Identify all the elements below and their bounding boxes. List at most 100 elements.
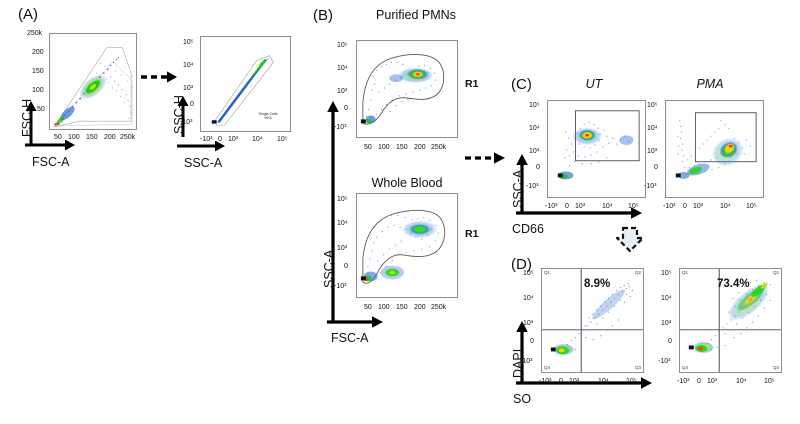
plot-pma-cd66-vs-ssc-a[interactable] [665,100,764,198]
plot-so-vs-dapi-ut[interactable] [541,268,644,373]
xtick-d2-0: -10³ [677,378,690,385]
axis-arrow-ssc-h [176,95,190,137]
xtick-c1-1: 0 [565,203,569,210]
xtick-c1-0: -10³ [545,203,558,210]
xtick-b2-0: 50 [364,304,372,311]
plot-so-vs-dapi-pma[interactable] [679,268,782,373]
axis-label-fsc-h: FSC-H [20,98,34,137]
gate-label-r1-purified: R1 [465,78,479,90]
xtick-c1-2: 10³ [575,203,586,210]
xtick-a2-0: -10³ [200,136,213,143]
xtick-b2-4: 250k [431,304,447,311]
axis-label-fsc-a-panel-b: FSC-A [331,331,369,345]
axis-arrow-ssc-a-panel-c [515,153,529,213]
plot-purified-pmns[interactable] [356,40,458,138]
ytick-d1-1: 10⁴ [523,295,534,302]
percent-label-ut: 8.9% [584,278,611,290]
plot-title-pma: PMA [696,77,724,91]
panel-label-c: (C) [511,76,532,93]
ytick-c1-2: 10³ [529,148,540,155]
xtick-a2-3: 10⁴ [252,136,263,143]
arrow-b-to-c [464,151,506,165]
ytick-b2-4: -10³ [334,283,347,290]
panel-label-a: (A) [18,6,38,23]
xtick-a2-4: 10⁵ [277,136,288,143]
axis-arrow-ssc-a [176,140,226,155]
gate-percent-single-cells: 99.8 [264,116,272,121]
xtick-b2-1: 100 [378,304,390,311]
ytick-a2-4: -10³ [180,119,193,126]
plot-ut-cd66-vs-ssc-a[interactable] [547,100,646,198]
plot-whole-blood[interactable] [356,193,458,298]
quadrant-label-q3-right: Q3 [773,365,780,370]
arrow-a1-to-a2 [140,70,178,84]
xtick-c2-0: -10³ [663,203,676,210]
ytick-c1-1: 10⁴ [529,125,540,132]
ytick-a2-1: 10⁴ [183,62,194,69]
axis-label-ssc-h: SSC-H [172,95,186,134]
xtick-d2-3: 10⁴ [736,378,747,385]
ytick-b2-2: 10³ [337,245,348,252]
ytick-b1-4: -10³ [334,124,347,131]
quadrant-label-q2-right: Q2 [773,270,780,275]
plot-ssc-a-vs-ssc-h[interactable] [200,36,291,132]
xtick-b1-4: 250k [431,144,447,151]
ytick-d2-0: 10⁵ [661,270,672,277]
quadrant-label-q2-left: Q2 [635,270,642,275]
quadrant-label-q4-right: Q4 [682,365,689,370]
ytick-d1-3: 0 [530,338,534,345]
arrow-c-to-d [614,226,646,253]
xtick-b2-3: 200 [414,304,426,311]
ytick-d1-4: -10³ [520,358,533,365]
axis-arrow-ssc-a-panel-b [326,100,340,322]
ytick-a1-4: 50 [37,106,45,113]
ytick-c2-4: -10³ [644,183,657,190]
xtick-b1-1: 100 [378,144,390,151]
axis-arrow-dapi [515,320,529,382]
ytick-a2-0: 10⁵ [183,39,194,46]
xtick-c2-4: 10⁵ [746,203,757,210]
plot-fsc-a-vs-fsc-h[interactable] [49,33,137,130]
ytick-b1-3: 0 [344,105,348,112]
ytick-b2-1: 10⁴ [337,220,348,227]
axis-arrow-fsc-a [24,139,76,154]
axis-label-ssc-a-panel-b: SSC-A [322,249,336,288]
panel-label-d: (D) [511,256,532,273]
xtick-c1-3: 10⁴ [602,203,613,210]
quadrant-label-q1-left: Q1 [544,270,551,275]
xtick-a1-4: 250k [120,134,136,141]
ytick-d1-2: 10³ [523,320,534,327]
gate-label-single-cells: Single Cells [258,112,278,116]
ytick-b2-0: 10⁵ [337,196,348,203]
ytick-c2-0: 10⁵ [647,102,658,109]
axis-label-so: SO [513,392,532,406]
xtick-c2-1: 0 [683,203,687,210]
axis-arrow-so [515,377,653,391]
xtick-d2-1: 0 [697,378,701,385]
ytick-d2-4: -10³ [658,358,671,365]
xtick-a1-2: 150 [86,134,98,141]
ytick-b1-0: 10⁵ [337,42,348,49]
xtick-c2-3: 10⁴ [720,203,731,210]
xtick-a2-2: 10³ [228,136,239,143]
ytick-d2-1: 10⁴ [661,295,672,302]
axis-arrow-fsc-h [24,100,38,144]
xtick-a2-1: 0 [218,136,222,143]
ytick-c1-4: -10³ [526,183,539,190]
ytick-b1-2: 10³ [337,88,348,95]
quadrant-label-q4-left: Q4 [544,365,551,370]
axis-label-ssc-a: SSC-A [184,156,223,170]
ytick-b2-3: 0 [344,263,348,270]
ytick-c2-3: 0 [654,164,658,171]
gate-label-r1-whole-blood: R1 [465,228,479,240]
ytick-d2-3: 0 [668,338,672,345]
percent-label-pma: 73.4% [717,278,750,290]
xtick-a1-0: 50 [54,134,62,141]
quadrant-label-q1-right: Q1 [682,270,689,275]
ytick-a1-1: 200 [32,49,44,56]
ytick-c1-0: 10⁵ [529,102,540,109]
quadrant-label-q3-left: Q3 [635,365,642,370]
axis-arrow-cd66 [515,207,643,221]
xtick-b1-3: 200 [414,144,426,151]
